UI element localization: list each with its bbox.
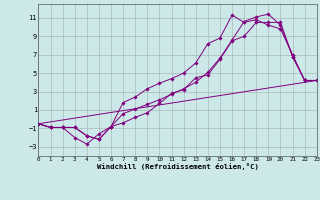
X-axis label: Windchill (Refroidissement éolien,°C): Windchill (Refroidissement éolien,°C) <box>97 163 259 170</box>
